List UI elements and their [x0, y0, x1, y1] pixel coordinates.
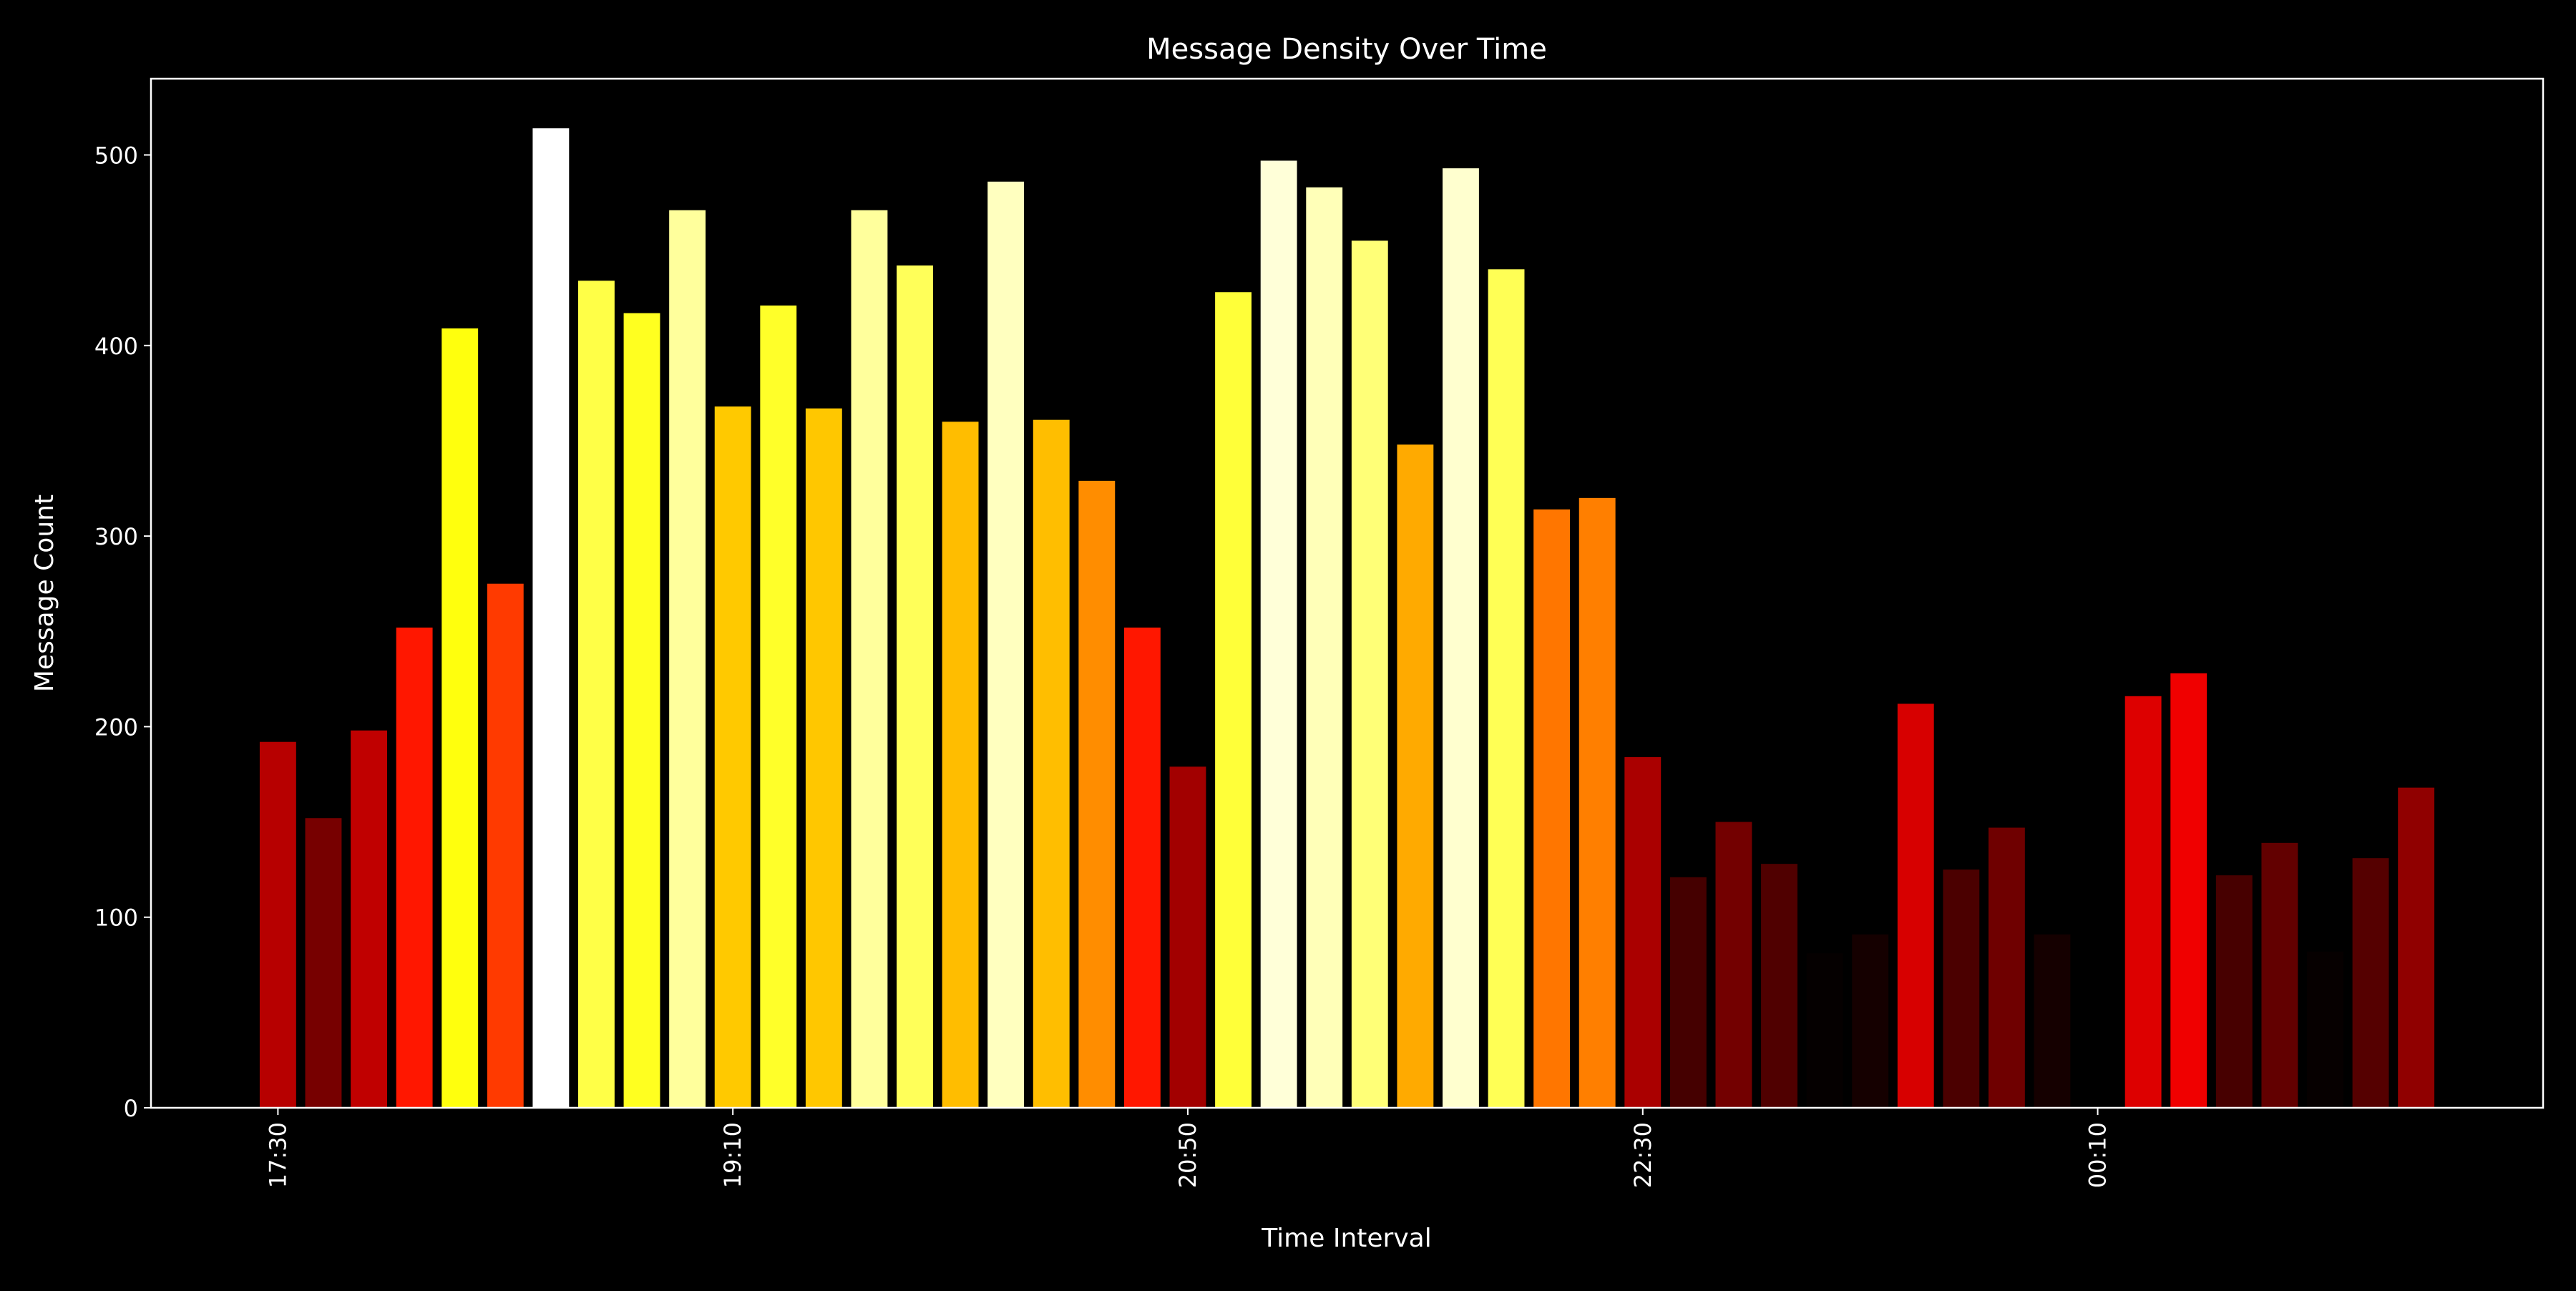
bar-18:30: [532, 128, 570, 1108]
bar-18:40: [578, 281, 615, 1109]
bar-01:20: [2398, 787, 2435, 1108]
bar-22:50: [1715, 822, 1752, 1108]
bar-22:40: [1669, 877, 1707, 1108]
bar-20:50: [1169, 766, 1206, 1108]
bar-23:30: [1897, 703, 1934, 1108]
bar-19:50: [897, 265, 933, 1109]
bar-20:40: [1123, 627, 1161, 1108]
bar-18:50: [623, 313, 660, 1108]
bar-22:00: [1488, 269, 1525, 1109]
x-tick-label: 22:30: [1629, 1122, 1657, 1188]
x-axis: 17:30 19:10 20:50 22:30 00:10: [264, 1108, 2112, 1188]
x-tick-label: 17:30: [264, 1122, 291, 1188]
x-tick-label: 20:50: [1174, 1122, 1201, 1188]
bar-19:30: [805, 408, 842, 1108]
bar-21:50: [1443, 168, 1479, 1108]
y-axis-label: Message Count: [30, 495, 59, 692]
y-tick-label: 500: [94, 142, 138, 170]
bar-21:00: [1215, 292, 1252, 1109]
y-tick-label: 100: [94, 905, 138, 932]
x-tick-label: 19:10: [719, 1122, 746, 1188]
bar-20:10: [987, 181, 1025, 1108]
plot-frame: [150, 77, 2545, 1109]
bar-22:30: [1624, 757, 1662, 1108]
bar-01:00: [2307, 951, 2343, 1108]
bar-23:10: [1806, 953, 1843, 1108]
bar-21:10: [1260, 160, 1297, 1108]
bar-23:50: [1988, 827, 2025, 1108]
bar-00:40: [2215, 875, 2253, 1108]
bar-20:30: [1078, 480, 1116, 1108]
bar-19:00: [669, 210, 706, 1109]
x-tick-label: 00:10: [2084, 1122, 2112, 1188]
bar-00:10: [2079, 959, 2116, 1108]
bar-00:30: [2170, 673, 2207, 1108]
bar-21:20: [1306, 187, 1343, 1109]
bar-20:00: [942, 422, 979, 1108]
bar-18:20: [487, 583, 524, 1108]
bar-01:10: [2352, 858, 2389, 1108]
y-tick-label: 300: [94, 523, 138, 550]
bar-23:00: [1761, 864, 1797, 1108]
bar-21:30: [1351, 240, 1388, 1109]
bar-18:10: [441, 328, 479, 1108]
chart-title: Message Density Over Time: [1146, 33, 1547, 66]
bar-00:20: [2124, 696, 2162, 1108]
bar-20:20: [1033, 419, 1070, 1108]
bar-19:20: [760, 305, 797, 1108]
bar-17:50: [351, 730, 387, 1108]
x-axis-label: Time Interval: [1261, 1224, 1431, 1253]
bar-19:10: [714, 406, 751, 1108]
bar-22:10: [1533, 509, 1571, 1108]
y-tick-label: 0: [124, 1095, 138, 1122]
bar-17:40: [305, 818, 342, 1108]
y-axis: 0 100 200 300 400 500: [94, 142, 151, 1122]
bar-22:20: [1579, 497, 1616, 1108]
bar-18:00: [396, 627, 433, 1108]
bar-21:40: [1397, 444, 1434, 1108]
bar-23:20: [1852, 934, 1889, 1108]
bar-00:50: [2261, 842, 2298, 1108]
bar-19:40: [851, 210, 888, 1109]
bar-23:40: [1943, 869, 1980, 1108]
y-tick-label: 200: [94, 713, 138, 741]
bar-00:00: [2034, 934, 2071, 1108]
bars: [259, 128, 2435, 1109]
y-tick-label: 400: [94, 333, 138, 360]
bar-17:30: [259, 741, 296, 1108]
